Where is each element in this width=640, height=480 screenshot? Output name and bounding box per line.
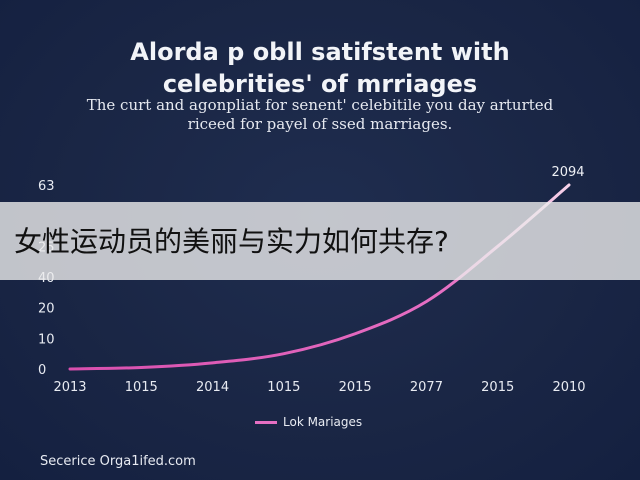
x-tick-label: 1015 xyxy=(125,380,158,395)
x-tick-label: 2010 xyxy=(552,380,585,395)
point-annotation: 2094 xyxy=(551,165,584,180)
chart-subtitle: The curt and agonpliat for senent' celeb… xyxy=(86,96,554,133)
y-tick-label: 0 xyxy=(38,363,46,378)
chart-title: Alorda p obll satifstent with celebritie… xyxy=(130,38,510,98)
x-tick-label: 2014 xyxy=(196,380,229,395)
x-tick-label: 2015 xyxy=(339,380,372,395)
x-tick-label: 1015 xyxy=(267,380,300,395)
y-tick-label: 20 xyxy=(38,302,55,317)
overlay-banner xyxy=(0,202,640,280)
x-tick-label: 2077 xyxy=(410,380,443,395)
source-credit: Secerice Orga1ifed.com xyxy=(40,454,196,469)
overlay-banner-text: 女性运动员的美丽与实力如何共存? xyxy=(14,225,449,258)
legend-swatch xyxy=(255,421,277,424)
y-tick-label: 10 xyxy=(38,332,55,347)
y-tick-label: 63 xyxy=(38,179,55,194)
legend-label: Lok Mariages xyxy=(283,415,363,429)
x-tick-label: 2015 xyxy=(481,380,514,395)
x-tick-label: 2013 xyxy=(53,380,86,395)
